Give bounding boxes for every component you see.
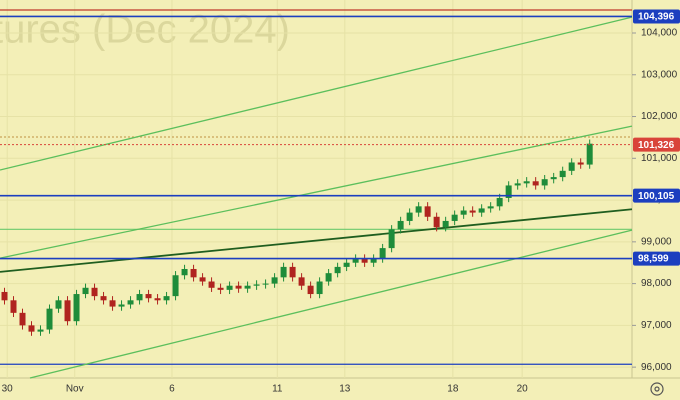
candle-body — [505, 185, 512, 198]
candle-body — [496, 197, 503, 207]
candle-body — [370, 258, 377, 263]
x-tick-label: 18 — [447, 384, 459, 395]
candle-body — [55, 300, 62, 309]
candle-body — [271, 277, 278, 284]
candle-body — [307, 285, 314, 295]
candle-body — [316, 281, 323, 295]
candle-body — [433, 216, 440, 228]
y-tick-label: 102,000 — [641, 111, 678, 122]
level-label: 100,105 — [638, 191, 675, 202]
candle-body — [172, 275, 179, 297]
candle-body — [424, 206, 431, 217]
candle-body — [541, 179, 548, 186]
candle-body — [262, 283, 269, 285]
x-tick-label: 20 — [517, 384, 529, 395]
trend-line — [0, 208, 633, 273]
candle-body — [109, 300, 116, 307]
candle-body — [397, 220, 404, 230]
candle-body — [82, 287, 89, 295]
candle-body — [226, 285, 233, 290]
candle-body — [37, 329, 44, 332]
watermark: tures (Dec 2024) — [0, 8, 290, 52]
level-label-box — [633, 137, 680, 152]
candle-body — [460, 210, 467, 215]
candle-body — [100, 296, 107, 301]
candle-body — [514, 183, 521, 186]
candle-body — [487, 206, 494, 209]
candle-body — [343, 262, 350, 267]
candle-body — [361, 258, 368, 263]
candle-body — [523, 181, 530, 184]
candle-body — [28, 325, 35, 332]
candle-body — [91, 287, 98, 297]
level-label-box — [633, 251, 680, 266]
candle-body — [253, 284, 260, 286]
trend-line — [0, 125, 633, 259]
candle-body — [244, 285, 251, 289]
y-tick-label: 98,000 — [641, 278, 672, 289]
candle-body — [352, 258, 359, 263]
candle-body — [550, 177, 557, 180]
candle-body — [559, 170, 566, 178]
candle-body — [415, 206, 422, 213]
level-label: 101,326 — [638, 140, 675, 151]
candle-body — [118, 304, 125, 307]
level-label: 104,396 — [638, 12, 675, 23]
settings-icon[interactable] — [650, 382, 664, 396]
level-label-box — [633, 9, 680, 24]
candle-body — [217, 287, 224, 290]
y-tick-label: 104,000 — [641, 28, 678, 39]
candle-body — [280, 266, 287, 278]
level-label: 98,599 — [638, 254, 669, 265]
y-tick-label: 103,000 — [641, 69, 678, 80]
candle-body — [478, 208, 485, 213]
x-tick-label: Nov — [66, 384, 84, 395]
candle-body — [289, 266, 296, 278]
candle-body — [73, 294, 80, 322]
candle-body — [235, 285, 242, 289]
candle-body — [208, 281, 215, 288]
candle-body — [469, 210, 476, 213]
x-tick-label: 30 — [2, 384, 14, 395]
candle-body — [10, 300, 17, 313]
candle-body — [199, 277, 206, 282]
candle-body — [442, 220, 449, 228]
x-tick-label: 13 — [339, 384, 351, 395]
candle-body — [154, 298, 161, 301]
candle-body — [568, 162, 575, 171]
candle-body — [379, 248, 386, 259]
candle-body — [532, 181, 539, 186]
candle-body — [163, 296, 170, 301]
candle-body — [190, 268, 197, 278]
candle-body — [64, 300, 71, 322]
y-tick-label: 99,000 — [641, 236, 672, 247]
candle-body — [334, 266, 341, 274]
y-tick-label: 97,000 — [641, 320, 672, 331]
candle-body — [46, 308, 53, 330]
candle-body — [145, 294, 152, 299]
candle-body — [181, 268, 188, 276]
candle-body — [406, 212, 413, 221]
y-tick-label: 96,000 — [641, 362, 672, 373]
candle-body — [577, 162, 584, 165]
candle-body — [388, 229, 395, 249]
candle-body — [136, 294, 143, 301]
x-tick-label: 11 — [272, 384, 283, 395]
level-label-box — [633, 188, 680, 203]
candle-body — [325, 273, 332, 282]
candle-body — [451, 214, 458, 221]
trend-line — [29, 229, 633, 379]
candle-body — [586, 143, 593, 165]
candle-body — [127, 300, 134, 305]
candle-body — [298, 277, 305, 286]
x-tick-label: 6 — [169, 384, 175, 395]
y-tick-label: 101,000 — [641, 153, 678, 164]
candle-body — [1, 291, 8, 301]
candle-body — [19, 312, 26, 326]
